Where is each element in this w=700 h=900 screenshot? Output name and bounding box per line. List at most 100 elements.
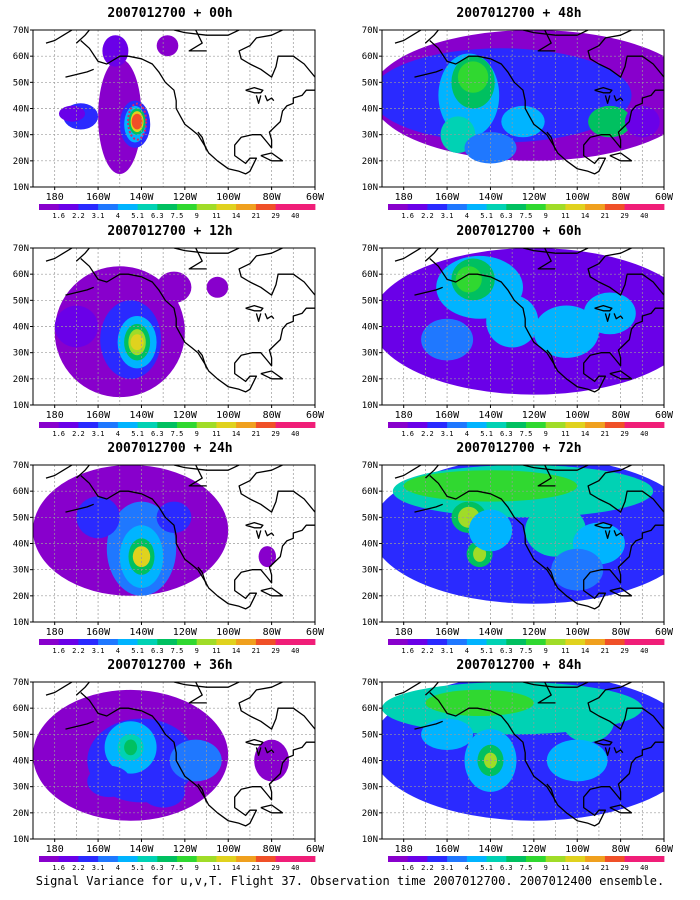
colorbar-label: 3.1 [441,647,454,655]
colorbar-label: 3.1 [92,864,105,872]
lon-tick-label: 60W [306,410,325,421]
lat-tick-label: 50N [13,513,29,523]
colorbar-label: 7.5 [520,647,533,655]
colorbar-swatch [255,422,276,428]
lat-tick-label: 40N [13,323,29,333]
coastline [394,682,664,827]
colorbar-label: 5.1 [480,212,493,220]
colorbar-swatch [78,422,99,428]
colorbar-label: 6.3 [500,430,513,438]
colorbar-swatch [447,856,468,862]
lon-tick-label: 60W [655,192,674,203]
colorbar-label: 14 [581,647,589,655]
lat-tick-label: 60N [362,487,378,497]
colorbar-label: 21 [601,212,609,220]
lat-tick-label: 40N [13,540,29,550]
colorbar-swatch [407,639,428,645]
colorbar-swatch [604,204,625,210]
colorbar-swatch [604,856,625,862]
colorbar-swatch [98,204,119,210]
lon-tick-label: 180 [46,627,64,638]
colorbar-label: 11 [561,430,569,438]
variance-contour [425,689,534,716]
colorbar-swatch [585,856,606,862]
lon-tick-label: 120W [522,192,547,203]
colorbar-swatch [275,856,296,862]
variance-contour [169,739,222,782]
colorbar-label: 9 [195,864,199,872]
colorbar-label: 6.3 [151,212,164,220]
colorbar-swatch [78,856,99,862]
colorbar-swatch [117,639,138,645]
lon-tick-label: 60W [655,627,674,638]
colorbar-swatch [565,639,586,645]
colorbar-swatch [545,639,566,645]
map-panel: 2007012700 + 36h 10N 20N 30N 40N 50N 60N 70N 180… [0,652,340,874]
variance-contour [132,546,151,568]
colorbar-label: 11 [212,647,220,655]
lat-tick-label: 60N [362,52,378,62]
colorbar-swatch [506,422,527,428]
colorbar-swatch [216,639,237,645]
lon-tick-label: 80W [612,192,631,203]
colorbar-swatch [407,856,428,862]
colorbar-label: 4 [116,430,120,438]
lat-tick-label: 50N [13,730,29,740]
lon-tick-label: 100W [565,844,590,855]
colorbar-label: 5.1 [480,430,493,438]
lon-tick-label: 100W [565,410,590,421]
map-plot: 10N 20N 30N 40N 50N 60N 70N 180 160W 140W 120W 100W… [362,26,674,220]
colorbar-label: 11 [561,212,569,220]
lon-tick-label: 100W [216,410,241,421]
lon-tick-label: 140W [129,844,154,855]
lat-tick-label: 70N [13,244,29,254]
variance-contour [546,739,608,782]
colorbar-swatch [447,639,468,645]
lon-tick-label: 160W [435,410,460,421]
lat-tick-label: 60N [13,704,29,714]
lat-tick-label: 20N [13,592,29,602]
lat-tick-label: 70N [13,678,29,688]
colorbar-label: 2.2 [72,647,85,655]
lon-tick-label: 100W [565,627,590,638]
map-panel: 2007012700 + 72h 10N 20N 30N 40N 50N 60N 70N 180… [349,435,689,657]
figure-caption: Signal Variance for u,v,T. Flight 37. Ob… [35,874,665,888]
colorbar-swatch [388,639,409,645]
lat-tick-label: 10N [13,183,29,193]
lon-tick-label: 120W [173,410,198,421]
colorbar-swatch [58,856,79,862]
colorbar-swatch [486,856,507,862]
lat-tick-label: 10N [13,835,29,845]
colorbar-label: 3.1 [92,647,105,655]
colorbar-swatch [98,856,119,862]
colorbar-label: 5.1 [131,864,144,872]
colorbar-label: 3.1 [441,430,454,438]
lon-tick-label: 180 [46,192,64,203]
variance-contour [87,765,131,798]
colorbar-swatch [427,639,448,645]
lon-tick-label: 140W [478,844,503,855]
colorbar-swatch [98,422,119,428]
colorbar-swatch [526,639,547,645]
colorbar-swatch [137,422,158,428]
variance-contour [206,276,229,298]
colorbar-swatch [39,204,60,210]
colorbar-swatch [427,204,448,210]
variance-field [33,248,315,405]
lon-tick-label: 120W [522,627,547,638]
colorbar-label: 40 [640,212,648,220]
colorbar-label: 2.2 [421,647,434,655]
lon-tick-label: 160W [86,627,111,638]
colorbar-label: 4 [465,430,469,438]
colorbar-swatch [526,856,547,862]
colorbar-label: 4 [465,212,469,220]
colorbar-label: 9 [195,430,199,438]
colorbar-swatch [157,639,178,645]
colorbar-swatch [117,422,138,428]
colorbar-swatch [236,856,257,862]
variance-contour [533,305,599,358]
variance-contour [455,266,482,293]
colorbar-label: 7.5 [171,212,184,220]
colorbar-label: 29 [271,864,279,872]
colorbar-swatch [216,856,237,862]
